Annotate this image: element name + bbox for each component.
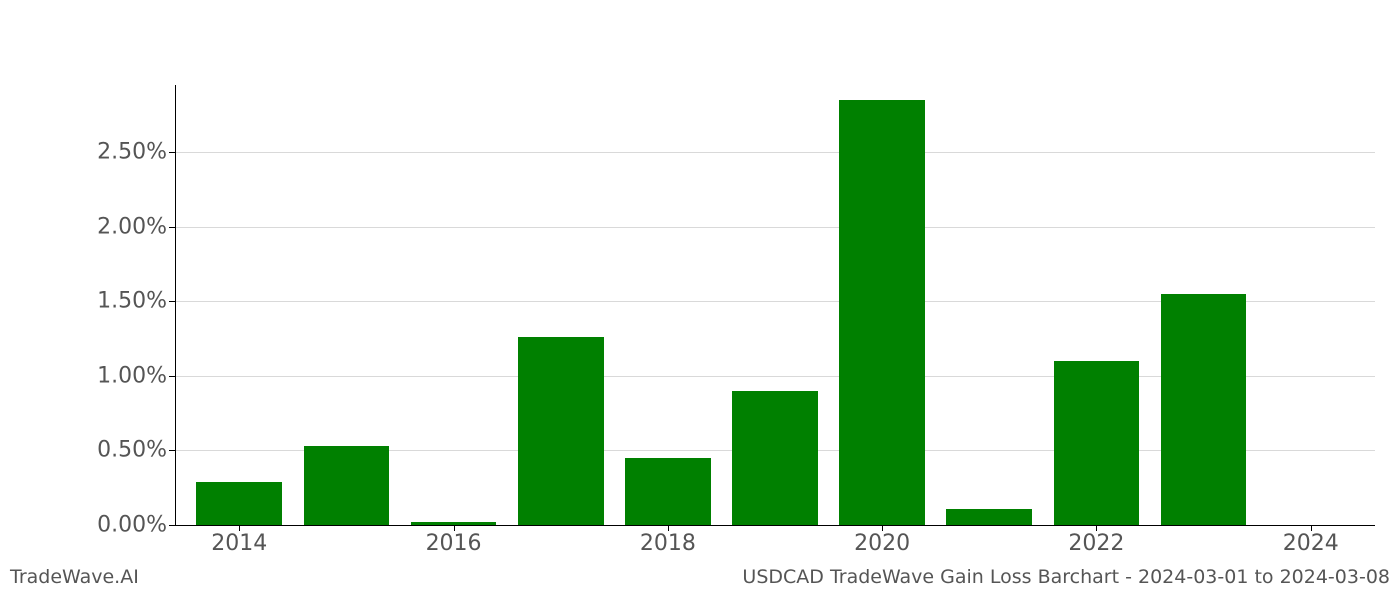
y-tick-label: 0.00%	[97, 513, 175, 538]
x-tick-label: 2016	[426, 525, 482, 556]
y-axis-spine	[175, 85, 176, 525]
bar	[1161, 294, 1247, 525]
x-tick-label: 2014	[211, 525, 267, 556]
bar	[304, 446, 390, 525]
x-tick-label: 2020	[854, 525, 910, 556]
y-tick-label: 1.00%	[97, 363, 175, 388]
bar	[946, 509, 1032, 525]
y-tick-label: 2.00%	[97, 214, 175, 239]
bar	[518, 337, 604, 525]
x-tick-label: 2024	[1283, 525, 1339, 556]
bar	[1054, 361, 1140, 525]
y-grid-line	[175, 227, 1375, 228]
bar	[196, 482, 282, 525]
footer-right-text: USDCAD TradeWave Gain Loss Barchart - 20…	[742, 566, 1390, 588]
bar	[732, 391, 818, 525]
y-grid-line	[175, 152, 1375, 153]
y-tick-label: 1.50%	[97, 289, 175, 314]
footer-left-text: TradeWave.AI	[10, 566, 139, 588]
x-tick-label: 2022	[1068, 525, 1124, 556]
bar	[625, 458, 711, 525]
chart-plot-area: 0.00%0.50%1.00%1.50%2.00%2.50%2014201620…	[175, 85, 1375, 525]
x-axis-spine	[175, 525, 1375, 526]
y-tick-label: 0.50%	[97, 438, 175, 463]
bar	[839, 100, 925, 525]
x-tick-label: 2018	[640, 525, 696, 556]
y-tick-label: 2.50%	[97, 140, 175, 165]
